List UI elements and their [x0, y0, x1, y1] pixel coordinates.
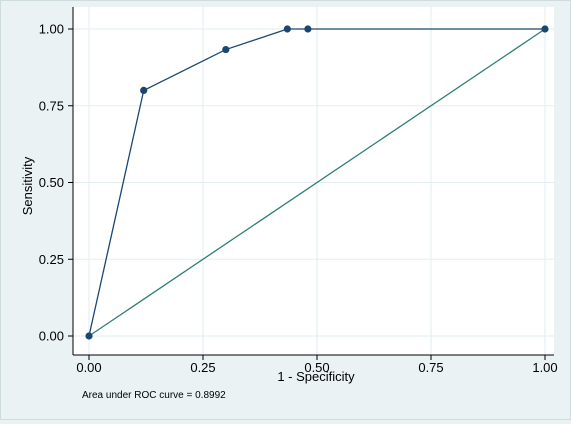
- x-tick-label: 0.00: [76, 360, 101, 375]
- roc-curve-point: [140, 86, 148, 94]
- roc-curve-line: [88, 28, 545, 337]
- roc-curve-point: [283, 25, 291, 33]
- y-tick-label: 0.25: [39, 252, 64, 267]
- roc-curve-point: [304, 25, 312, 33]
- x-axis: 0.00 0.25 0.50 0.75 1.00: [73, 354, 558, 375]
- y-tick-label: 0.00: [39, 329, 64, 344]
- y-tick-label: 0.75: [39, 98, 64, 113]
- plot-area: [73, 7, 554, 355]
- roc-curve-point: [222, 45, 230, 54]
- roc-curve-point: [85, 332, 93, 340]
- x-axis-label: 1 - Specificity: [277, 369, 355, 384]
- y-tick-label: 1.00: [39, 22, 64, 37]
- x-tick-label: 0.75: [418, 360, 443, 375]
- x-tick-label: 0.50: [304, 360, 329, 375]
- reference-line-line: [88, 28, 546, 337]
- roc-curve-point: [541, 25, 549, 33]
- auc-note: Area under ROC curve = 0.8992: [82, 390, 226, 401]
- series-layer: [85, 25, 549, 340]
- y-axis-label: Sensitivity: [20, 156, 35, 215]
- x-tick-label: 1.00: [532, 360, 557, 375]
- x-tick-label: 0.25: [190, 360, 215, 375]
- y-axis: 0.00 0.25 0.50 0.75 1.00: [39, 7, 74, 355]
- y-tick-label: 0.50: [39, 175, 64, 190]
